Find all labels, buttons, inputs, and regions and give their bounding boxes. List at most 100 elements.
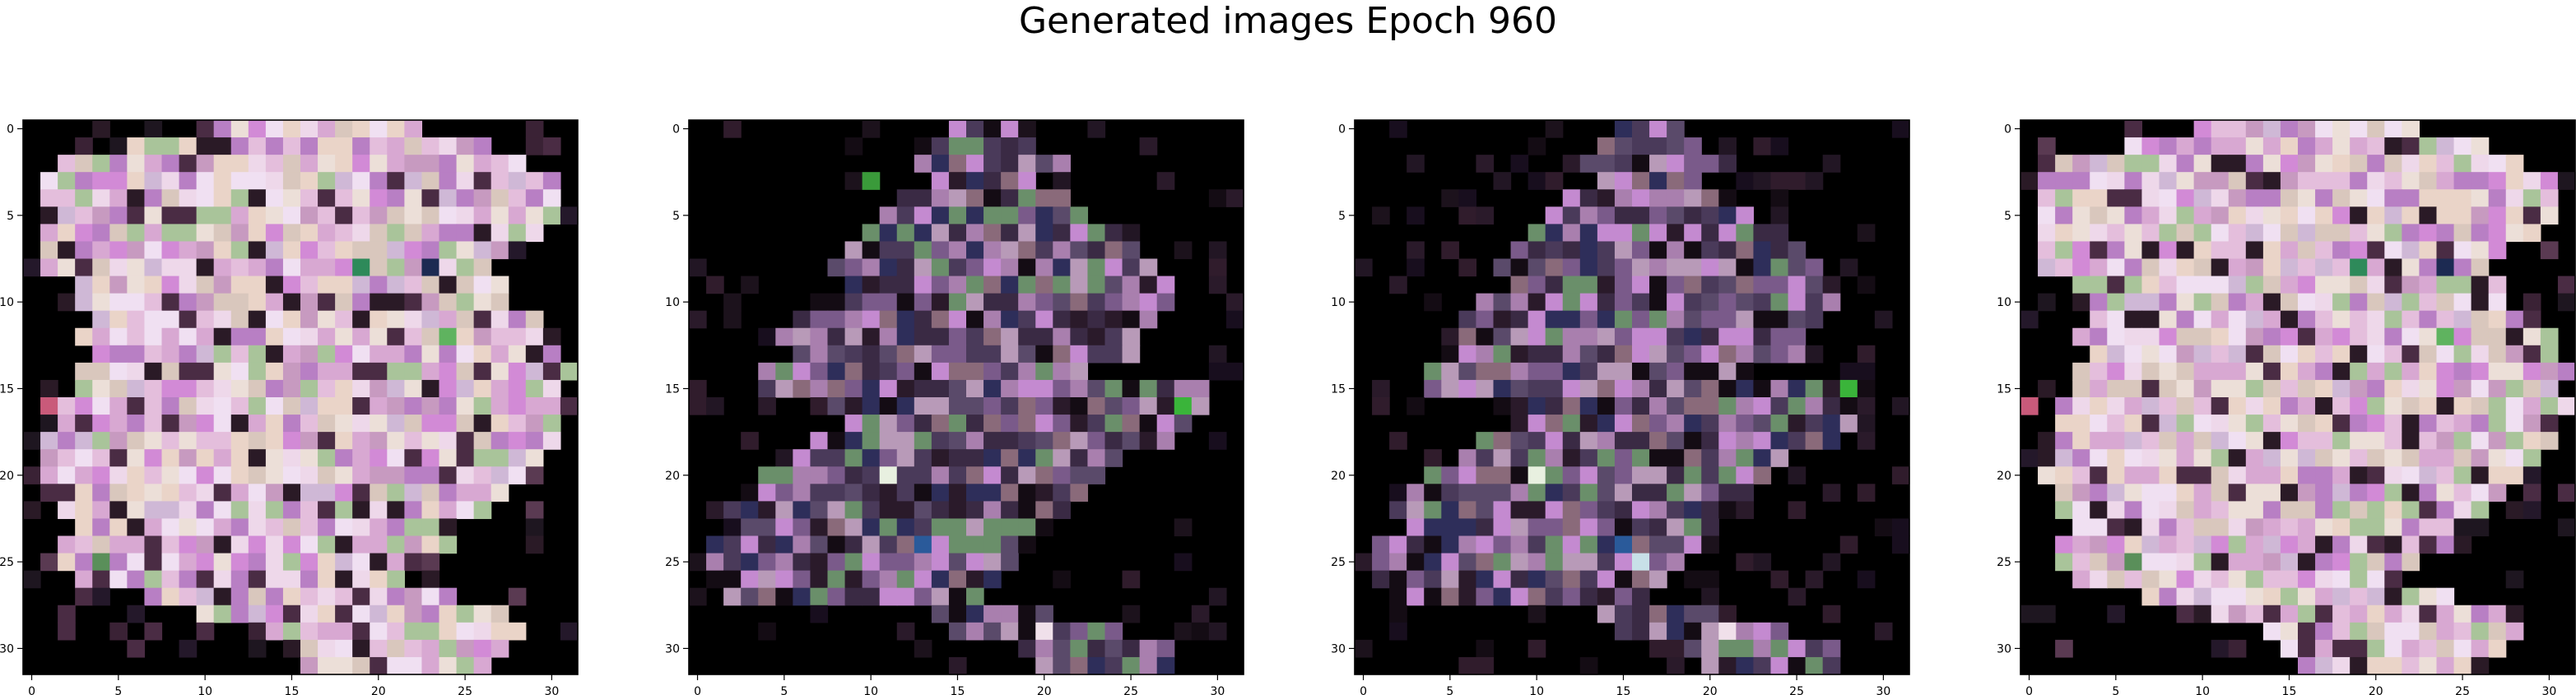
image-pixel <box>2298 189 2316 207</box>
image-pixel <box>2419 466 2438 484</box>
image-pixel <box>1667 258 1685 277</box>
image-pixel <box>1632 622 1650 641</box>
image-pixel <box>931 137 950 155</box>
image-pixel <box>896 466 915 484</box>
image-pixel <box>421 293 440 312</box>
image-pixel <box>2280 535 2299 554</box>
image-pixel <box>1527 276 1546 294</box>
image-pixel <box>1562 345 1581 364</box>
image-pixel <box>2505 379 2524 398</box>
image-pixel <box>1822 276 1841 294</box>
image-pixel <box>2055 501 2073 520</box>
image-pixel <box>2471 379 2490 398</box>
image-pixel <box>2332 449 2350 467</box>
image-pixel <box>1001 535 1019 554</box>
image-pixel <box>179 518 198 537</box>
image-pixel <box>404 587 423 606</box>
image-pixel <box>2107 276 2125 294</box>
image-pixel <box>1718 241 1737 260</box>
image-pixel <box>370 449 388 467</box>
image-pixel <box>1701 258 1719 277</box>
image-pixel <box>1649 415 1667 433</box>
image-pixel <box>2072 415 2090 433</box>
image-pixel <box>2436 345 2455 364</box>
image-pixel <box>473 345 492 364</box>
image-pixel <box>2141 415 2160 433</box>
image-pixel <box>1857 415 1876 433</box>
image-pixel <box>879 484 898 502</box>
image-pixel <box>282 622 301 641</box>
image-pixel <box>2350 415 2368 433</box>
image-pixel <box>230 501 249 520</box>
image-pixel <box>352 362 370 381</box>
image-pixel <box>2453 397 2472 415</box>
image-pixel <box>2245 206 2264 225</box>
image-pixel <box>827 466 846 484</box>
image-pixel <box>1476 379 1495 398</box>
image-pixel <box>2419 639 2438 658</box>
image-pixel <box>439 622 458 641</box>
image-pixel <box>335 172 353 190</box>
image-pixel <box>2384 172 2402 190</box>
image-pixel <box>2072 189 2090 207</box>
image-pixel <box>2505 189 2524 207</box>
image-pixel <box>966 224 984 243</box>
image-pixel <box>2315 501 2333 520</box>
image-pixel <box>2090 553 2108 572</box>
image-pixel <box>439 189 458 207</box>
x-tick-label: 0 <box>1360 685 1367 695</box>
image-pixel <box>1562 224 1581 243</box>
image-pixel <box>58 466 76 484</box>
image-pixel <box>844 362 863 381</box>
image-pixel <box>1018 379 1036 398</box>
image-pixel <box>931 605 950 623</box>
image-pixel <box>2228 224 2247 243</box>
image-pixel <box>352 189 370 207</box>
image-pixel <box>1562 362 1581 381</box>
image-pixel <box>948 518 967 537</box>
image-pixel <box>300 501 319 520</box>
image-pixel <box>1788 258 1806 277</box>
image-pixel <box>525 415 544 433</box>
image-pixel <box>1104 276 1123 294</box>
image-pixel <box>1562 276 1581 294</box>
image-pixel <box>161 397 180 415</box>
image-pixel <box>196 155 215 173</box>
image-pixel <box>370 535 388 554</box>
image-pixel <box>2228 120 2247 138</box>
image-pixel <box>560 362 579 381</box>
image-pixel <box>2280 639 2299 658</box>
image-pixel <box>1035 189 1053 207</box>
image-pixel <box>161 415 180 433</box>
image-pixel <box>810 553 829 572</box>
image-pixel <box>1614 137 1633 155</box>
image-pixel <box>387 605 405 623</box>
image-pixel <box>2159 241 2178 260</box>
image-pixel <box>1718 276 1737 294</box>
image-pixel <box>2471 241 2490 260</box>
image-pixel <box>1701 449 1719 467</box>
image-pixel <box>1053 362 1071 381</box>
image-pixel <box>1632 535 1650 554</box>
image-pixel <box>862 587 881 606</box>
image-pixel <box>844 466 863 484</box>
image-pixel <box>2280 224 2299 243</box>
image-pixel <box>2315 362 2333 381</box>
image-pixel <box>58 155 76 173</box>
image-pixel <box>706 570 724 589</box>
image-pixel <box>300 484 319 502</box>
image-pixel <box>58 605 76 623</box>
image-pixel <box>2402 345 2420 364</box>
image-pixel <box>1001 241 1019 260</box>
image-pixel <box>1441 362 1459 381</box>
image-pixel <box>2453 466 2472 484</box>
image-pixel <box>335 466 353 484</box>
image-pixel <box>1736 379 1755 398</box>
image-pixel <box>2298 518 2316 537</box>
image-pixel <box>75 553 93 572</box>
image-pixel <box>1805 379 1824 398</box>
image-pixel <box>1579 241 1598 260</box>
image-pixel <box>1122 241 1141 260</box>
y-tick-label: 5 <box>1338 210 1346 223</box>
image-pixel <box>508 415 527 433</box>
